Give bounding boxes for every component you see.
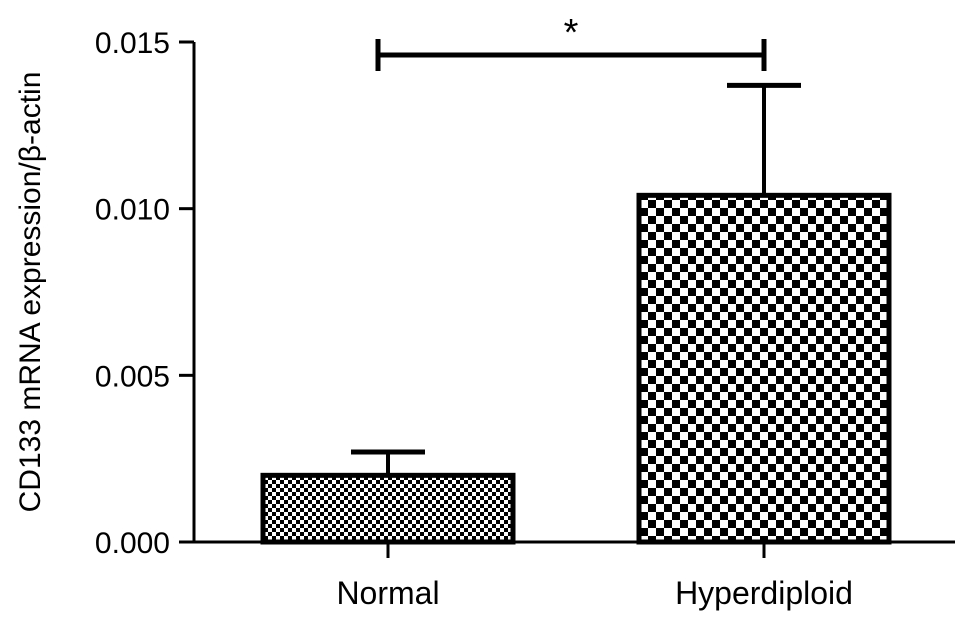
y-tick-label: 0.015 xyxy=(95,27,170,60)
y-tick-label: 0.010 xyxy=(95,194,170,227)
x-axis-ticks: Normal Hyperdiploid xyxy=(336,542,853,611)
bar-normal xyxy=(260,472,516,545)
error-bars-layer xyxy=(351,82,801,476)
x-tick-label: Hyperdiploid xyxy=(675,575,853,611)
y-tick-label: 0.000 xyxy=(95,527,170,560)
y-axis-label: CD133 mRNA expression/β-actin xyxy=(14,72,47,513)
bar-hyperdiploid xyxy=(636,192,892,545)
y-axis-ticks: 0.000 0.005 0.010 0.015 xyxy=(95,27,194,560)
significance-bracket: * xyxy=(375,12,767,71)
bars-layer xyxy=(260,192,892,545)
significance-asterisk: * xyxy=(564,12,579,54)
x-tick-label: Normal xyxy=(336,575,439,611)
y-tick-label: 0.005 xyxy=(95,360,170,393)
